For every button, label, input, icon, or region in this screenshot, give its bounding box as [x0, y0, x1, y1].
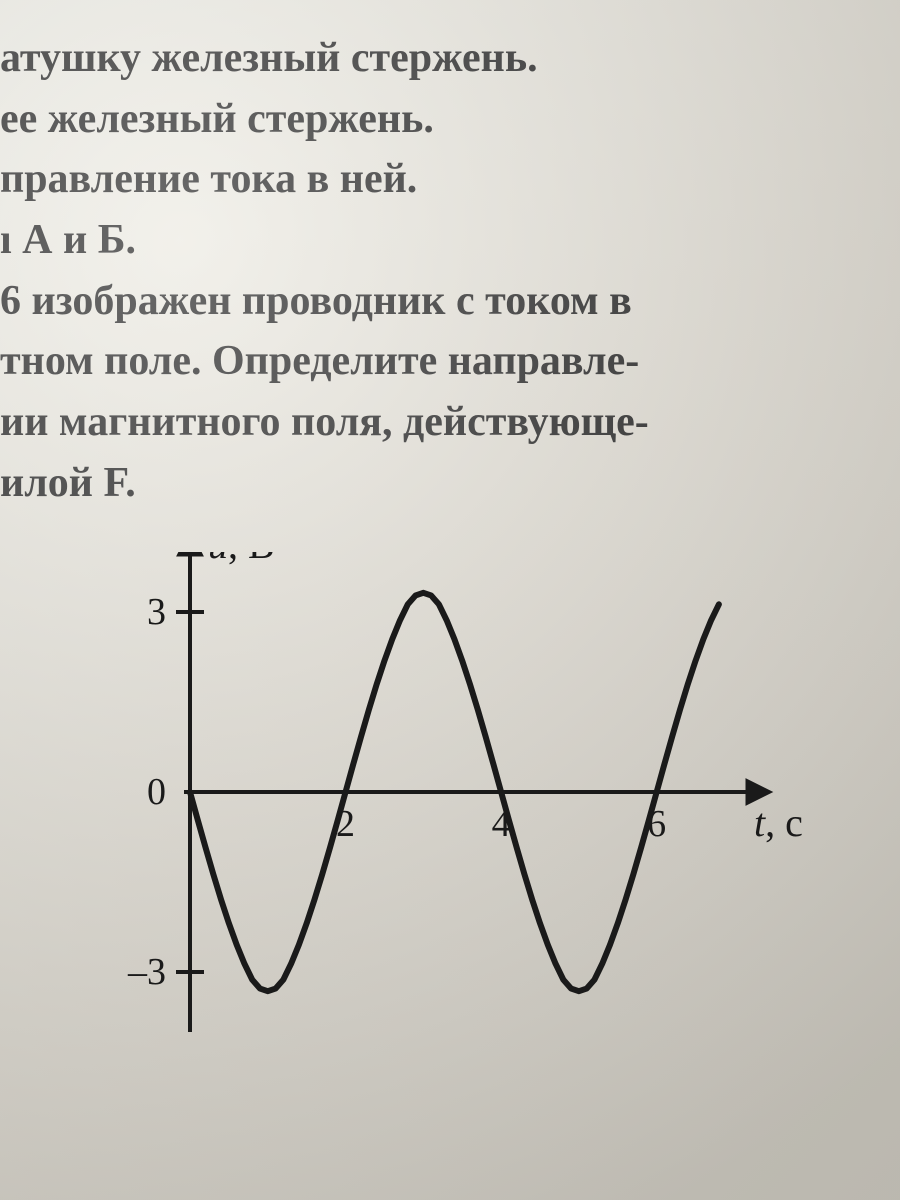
partial-text-block: атушку железный стержень. ее железный ст…: [0, 30, 870, 512]
text-line: ı А и Б.: [0, 212, 870, 269]
text-line: 6 изображен проводник с током в: [0, 273, 870, 330]
y-tick-label: 3: [147, 591, 166, 633]
voltage-time-chart: 30–3246u, Вt, с: [90, 552, 810, 1112]
text-line: ее железный стержень.: [0, 91, 870, 148]
x-axis-label: t, с: [754, 800, 803, 845]
text-line: илой F.: [0, 455, 870, 512]
y-axis-label: u, В: [208, 552, 275, 567]
text-line: ии магнитного поля, действующе-: [0, 394, 870, 451]
text-line: тном поле. Определите направле-: [0, 333, 870, 390]
y-tick-label: –3: [127, 951, 166, 993]
chart-svg: 30–3246u, Вt, с: [90, 552, 810, 1112]
text-line: атушку железный стержень.: [0, 30, 870, 87]
text-line: правление тока в ней.: [0, 151, 870, 208]
page: атушку железный стержень. ее железный ст…: [0, 0, 900, 1200]
y-tick-label: 0: [147, 771, 166, 813]
